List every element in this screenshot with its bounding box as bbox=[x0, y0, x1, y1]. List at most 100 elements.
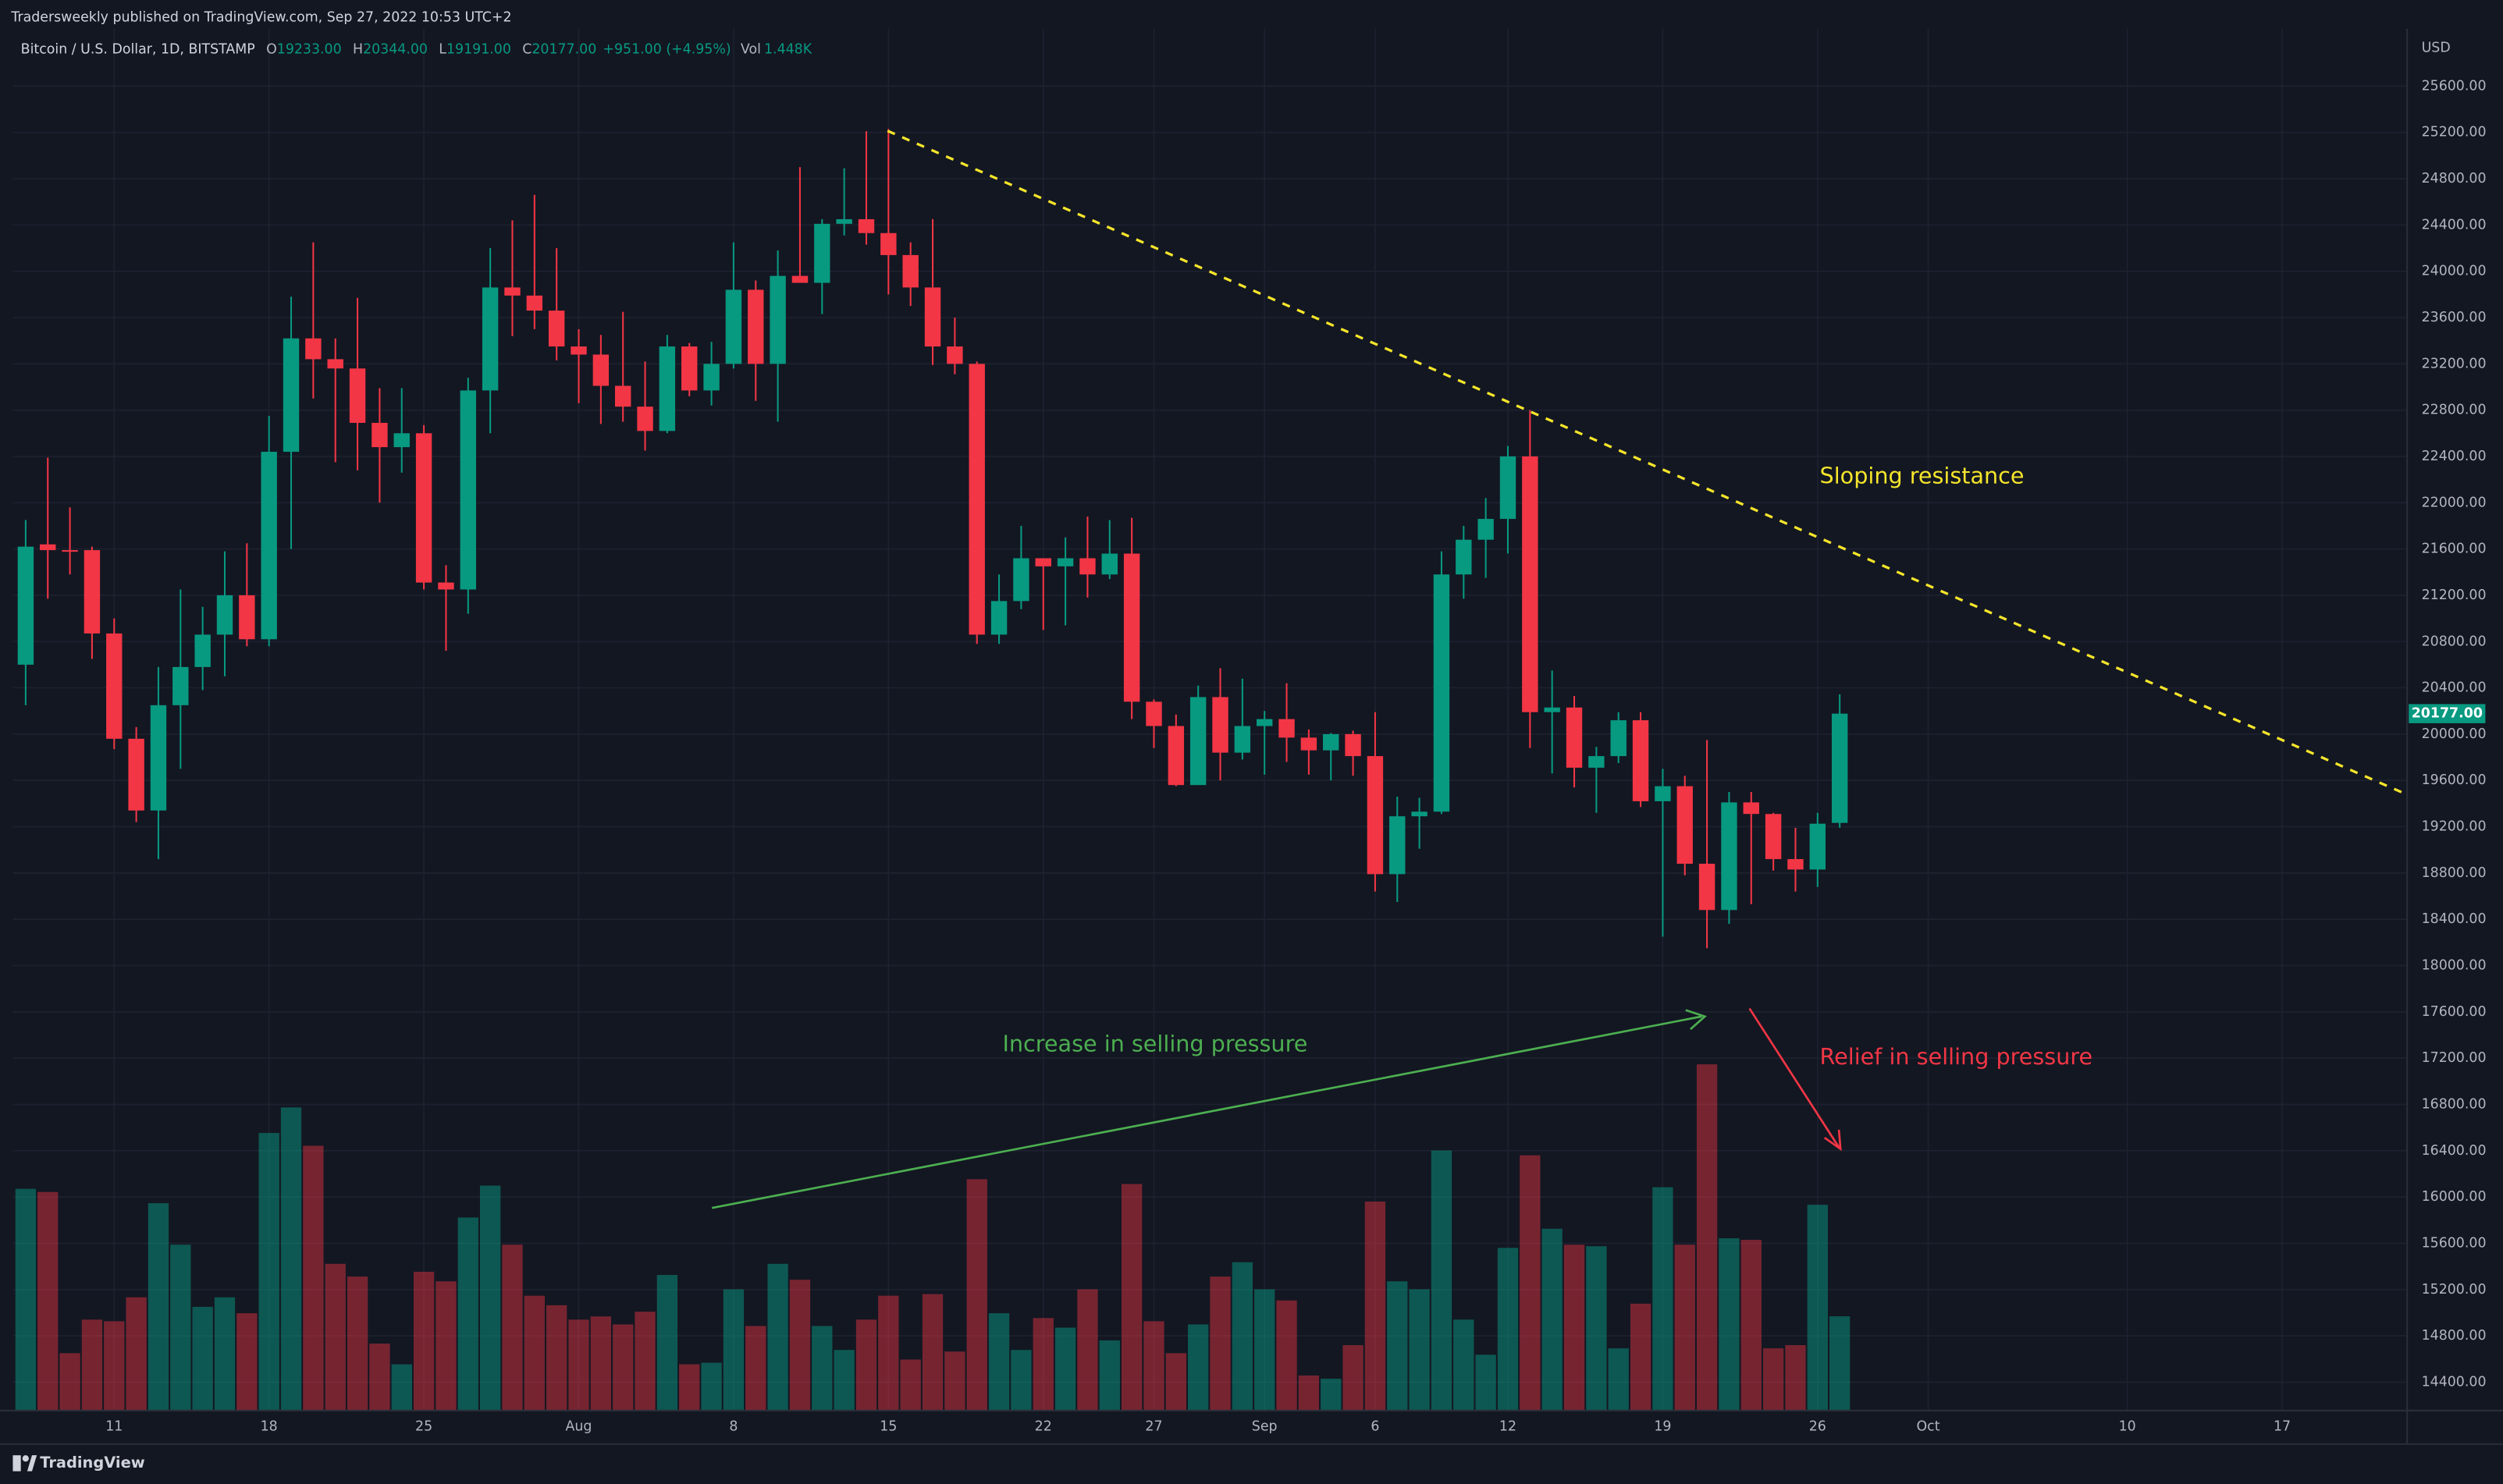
volume-bar bbox=[15, 1188, 37, 1411]
volume-bar bbox=[1740, 1240, 1762, 1411]
volume-bar bbox=[1342, 1345, 1363, 1411]
candle-body bbox=[969, 364, 985, 635]
volume-bar bbox=[1696, 1064, 1718, 1411]
candle-body bbox=[172, 666, 189, 705]
x-tick-label: 27 bbox=[1145, 1418, 1162, 1434]
candle-body bbox=[62, 550, 78, 552]
arrow-head bbox=[1685, 1009, 1707, 1031]
volume-bar bbox=[900, 1359, 921, 1411]
candle-body bbox=[924, 287, 941, 347]
volume-bar bbox=[1298, 1375, 1320, 1411]
candle-body bbox=[990, 601, 1008, 635]
candle-body bbox=[150, 705, 167, 811]
volume-bar bbox=[479, 1185, 501, 1411]
volume-bar bbox=[1719, 1238, 1740, 1411]
volume-bar bbox=[1321, 1379, 1342, 1411]
volume-bar bbox=[1807, 1205, 1828, 1411]
currency: USD bbox=[2422, 40, 2451, 55]
volume-bar bbox=[502, 1244, 523, 1411]
candle-body bbox=[1676, 786, 1693, 864]
y-tick-label: 17200.00 bbox=[2422, 1050, 2487, 1066]
volume-bar bbox=[1829, 1316, 1851, 1411]
x-tick-label: 11 bbox=[105, 1418, 123, 1434]
header-item: C bbox=[522, 41, 532, 57]
candle-body bbox=[1035, 558, 1051, 566]
header-item: L bbox=[439, 41, 446, 57]
volume-bar bbox=[236, 1313, 258, 1411]
volume-bar bbox=[1276, 1300, 1297, 1411]
header-item: 1.448K bbox=[764, 41, 812, 57]
volume-bar bbox=[1409, 1289, 1430, 1411]
y-tick-label: 25600.00 bbox=[2422, 78, 2487, 94]
candle-body bbox=[1544, 707, 1560, 712]
candle-body bbox=[1787, 859, 1804, 870]
volume-bar bbox=[1165, 1353, 1186, 1411]
candle-body bbox=[1632, 720, 1649, 801]
x-tick-label: Aug bbox=[566, 1418, 592, 1434]
volume-bar bbox=[1077, 1289, 1098, 1411]
candle-body bbox=[526, 295, 543, 311]
candle-body bbox=[1610, 720, 1627, 757]
volume-bar bbox=[192, 1306, 213, 1411]
volume-bar bbox=[369, 1344, 390, 1411]
annotation: Increase in selling pressure bbox=[1002, 1031, 1307, 1057]
candle-body bbox=[681, 346, 698, 391]
volume-bar bbox=[280, 1107, 302, 1411]
candle-body bbox=[1433, 574, 1450, 812]
volume-bar bbox=[1586, 1246, 1607, 1411]
price-tag bbox=[2409, 704, 2486, 723]
candle-body bbox=[1079, 558, 1096, 575]
y-tick-label: 14400.00 bbox=[2422, 1374, 2487, 1390]
annotation: Sloping resistance bbox=[1820, 463, 2025, 489]
volume-bar bbox=[37, 1191, 59, 1411]
candle-body bbox=[880, 233, 897, 255]
volume-bar bbox=[1232, 1262, 1253, 1411]
candle-body bbox=[1323, 733, 1339, 751]
header-item: 19233.00 bbox=[277, 41, 342, 57]
x-tick-label: 12 bbox=[1499, 1418, 1516, 1434]
volume-bar bbox=[1210, 1276, 1231, 1411]
candle-body bbox=[40, 544, 56, 551]
volume-bar bbox=[922, 1294, 944, 1411]
y-tick-label: 18400.00 bbox=[2422, 911, 2487, 927]
volume-bar bbox=[701, 1362, 722, 1411]
candle-body bbox=[1765, 814, 1782, 860]
candle-body bbox=[1168, 726, 1185, 786]
volume-bar bbox=[1431, 1150, 1452, 1411]
volume-bar bbox=[1033, 1318, 1054, 1411]
volume-bar bbox=[613, 1324, 634, 1411]
x-tick-label: 25 bbox=[415, 1418, 432, 1434]
candle-body bbox=[261, 452, 277, 640]
volume-bar bbox=[590, 1316, 612, 1411]
volume-bar bbox=[855, 1319, 877, 1411]
candle-body bbox=[1588, 756, 1605, 768]
candle-body bbox=[438, 582, 454, 590]
arrow-line bbox=[711, 1015, 1702, 1209]
volume-bar bbox=[81, 1319, 103, 1411]
trendline bbox=[887, 130, 2408, 796]
y-tick-label: 21600.00 bbox=[2422, 541, 2487, 557]
candle-body bbox=[482, 287, 499, 391]
volume-bar bbox=[1054, 1327, 1076, 1411]
candle-body bbox=[1367, 756, 1384, 875]
y-tick-label: 20000.00 bbox=[2422, 726, 2487, 742]
volume-bar bbox=[1387, 1281, 1408, 1411]
volume-bar bbox=[436, 1281, 457, 1411]
volume-bar bbox=[834, 1350, 855, 1411]
volume-bar bbox=[413, 1271, 435, 1411]
y-tick-label: 22800.00 bbox=[2422, 403, 2487, 418]
y-tick-label: 15200.00 bbox=[2422, 1282, 2487, 1298]
volume-bar bbox=[568, 1319, 589, 1411]
candle-body bbox=[349, 368, 366, 423]
volume-bar bbox=[457, 1217, 478, 1411]
candle-body bbox=[1831, 713, 1848, 823]
candle-body bbox=[548, 311, 565, 347]
candle-body bbox=[239, 595, 255, 640]
volume-bar bbox=[988, 1313, 1010, 1411]
candle-body bbox=[17, 546, 34, 665]
candle-body bbox=[460, 390, 476, 590]
y-tick-label: 16400.00 bbox=[2422, 1143, 2487, 1159]
